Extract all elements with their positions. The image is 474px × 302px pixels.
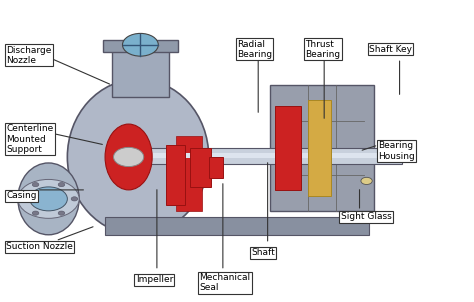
Ellipse shape <box>105 124 152 190</box>
Circle shape <box>71 197 78 201</box>
Ellipse shape <box>67 79 209 235</box>
FancyBboxPatch shape <box>103 40 178 52</box>
Circle shape <box>361 177 372 185</box>
FancyBboxPatch shape <box>209 157 223 178</box>
Circle shape <box>114 147 144 167</box>
Text: Sight Glass: Sight Glass <box>341 212 392 221</box>
FancyBboxPatch shape <box>138 148 402 165</box>
Text: Casing: Casing <box>6 191 36 201</box>
Text: Thrust
Bearing: Thrust Bearing <box>305 40 340 59</box>
FancyBboxPatch shape <box>105 217 369 235</box>
Text: Centerline
Mounted
Support: Centerline Mounted Support <box>6 124 54 154</box>
Text: Suction Nozzle: Suction Nozzle <box>6 242 73 251</box>
FancyBboxPatch shape <box>275 106 301 190</box>
Text: Shaft Key: Shaft Key <box>369 45 412 54</box>
FancyBboxPatch shape <box>190 148 211 187</box>
Text: Discharge
Nozzle: Discharge Nozzle <box>6 46 52 65</box>
Circle shape <box>32 211 39 215</box>
Circle shape <box>58 211 65 215</box>
FancyBboxPatch shape <box>138 153 402 159</box>
Circle shape <box>19 197 26 201</box>
Text: Shaft: Shaft <box>251 248 275 257</box>
Ellipse shape <box>18 163 79 235</box>
FancyBboxPatch shape <box>270 85 374 211</box>
Circle shape <box>18 179 79 218</box>
Text: Impeller: Impeller <box>136 275 173 284</box>
FancyBboxPatch shape <box>112 43 169 97</box>
Text: Bearing
Housing: Bearing Housing <box>378 141 415 161</box>
Circle shape <box>58 182 65 187</box>
FancyBboxPatch shape <box>308 100 331 196</box>
Text: Radial
Bearing: Radial Bearing <box>237 40 272 59</box>
Circle shape <box>32 182 39 187</box>
FancyBboxPatch shape <box>166 145 185 205</box>
Text: Mechanical
Seal: Mechanical Seal <box>199 273 250 292</box>
Circle shape <box>30 187 67 211</box>
FancyBboxPatch shape <box>176 136 201 211</box>
Circle shape <box>122 34 158 56</box>
